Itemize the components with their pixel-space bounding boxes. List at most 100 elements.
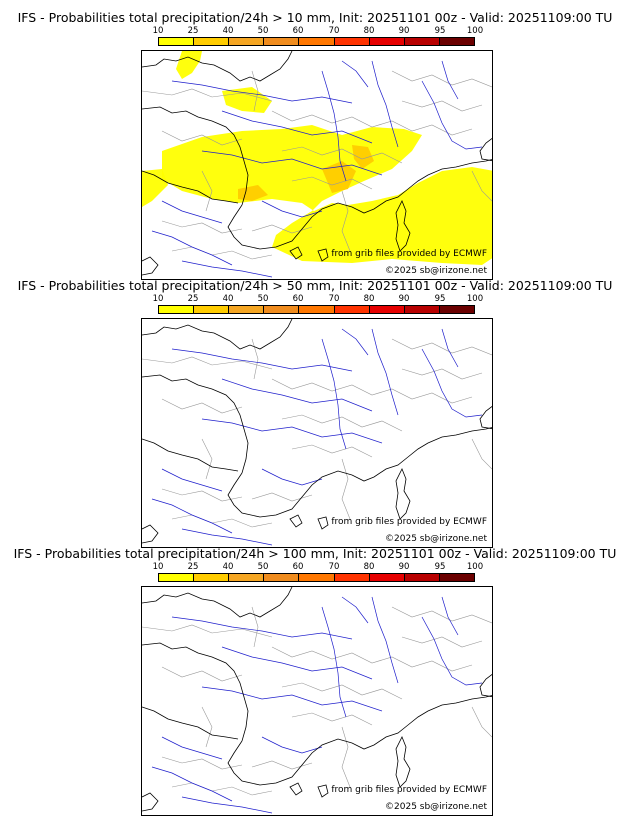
colorbar-segment — [194, 38, 230, 45]
admin-border — [391, 70, 492, 88]
copyright-credit: ©2025 sb@irizone.net — [385, 266, 487, 276]
map-panel-100mm: IFS - Probabilities total precipitation/… — [0, 546, 630, 816]
admin-border — [471, 706, 492, 738]
colorbar-segment — [439, 574, 474, 581]
coastline — [317, 248, 329, 262]
admin-border — [281, 682, 403, 700]
colorbar-tick-label: 100 — [466, 562, 484, 572]
river — [151, 230, 233, 266]
colorbar-tick-label: 100 — [466, 26, 484, 36]
river — [341, 60, 369, 88]
panel-title: IFS - Probabilities total precipitation/… — [13, 546, 617, 561]
precip-map — [142, 319, 492, 546]
river — [161, 736, 223, 760]
colorbar — [158, 37, 475, 46]
colorbar-tick-label: 40 — [222, 294, 234, 304]
colorbar-tick-label: 60 — [292, 26, 304, 36]
coastline — [142, 51, 293, 82]
coastline — [289, 514, 303, 528]
colorbar-segment — [299, 574, 335, 581]
admin-border — [391, 338, 492, 356]
river — [371, 328, 399, 416]
colorbar-segment — [264, 38, 300, 45]
admin-border — [341, 458, 351, 520]
admin-border — [251, 338, 259, 380]
river — [341, 328, 369, 356]
river — [221, 378, 373, 412]
coastline — [142, 438, 239, 472]
river — [421, 616, 483, 686]
river — [171, 616, 353, 640]
colorbar-segment — [159, 38, 195, 45]
admin-border — [251, 492, 313, 502]
coastline — [227, 159, 492, 250]
coastline — [227, 427, 492, 518]
river — [421, 80, 483, 150]
river — [441, 60, 459, 100]
river — [221, 110, 373, 144]
river — [261, 200, 323, 218]
admin-border — [341, 190, 351, 252]
colorbar-tick-label: 95 — [434, 294, 446, 304]
precip-probability-area — [322, 161, 356, 193]
colorbar-segment — [159, 574, 195, 581]
colorbar-segment — [194, 574, 230, 581]
admin-border — [142, 356, 273, 370]
river — [171, 348, 353, 372]
coastline — [142, 106, 249, 206]
precip-probability-area — [352, 145, 374, 169]
river — [261, 736, 323, 754]
precip-map — [142, 587, 492, 814]
colorbar-tick-label: 80 — [363, 294, 375, 304]
colorbar-tick-label: 90 — [398, 562, 410, 572]
admin-border — [271, 646, 473, 672]
river — [441, 596, 459, 636]
colorbar-tick-label: 10 — [152, 294, 164, 304]
admin-border — [161, 756, 243, 770]
admin-border — [471, 170, 492, 202]
river — [261, 468, 323, 486]
river — [181, 796, 273, 814]
admin-border — [161, 398, 243, 414]
admin-border — [291, 176, 373, 190]
colorbar-tick-label: 70 — [328, 294, 340, 304]
admin-border — [161, 666, 243, 682]
admin-border — [391, 606, 492, 624]
colorbar-segment — [404, 306, 440, 313]
river — [201, 150, 383, 176]
admin-border — [201, 438, 213, 480]
colorbar-segment — [404, 574, 440, 581]
colorbar-tick-label: 90 — [398, 26, 410, 36]
river — [161, 468, 223, 492]
colorbar-tick-label: 70 — [328, 562, 340, 572]
map-view: from grib files provided by ECMWF ©2025 … — [141, 586, 493, 816]
panel-title: IFS - Probabilities total precipitation/… — [17, 278, 613, 293]
colorbar-tick-label: 60 — [292, 562, 304, 572]
map-view: from grib files provided by ECMWF ©2025 … — [141, 50, 493, 280]
admin-border — [281, 146, 403, 164]
map-view: from grib files provided by ECMWF ©2025 … — [141, 318, 493, 548]
river — [221, 646, 373, 680]
coastline — [142, 319, 293, 350]
admin-border — [341, 726, 351, 788]
coastline — [289, 246, 303, 260]
precip-probability-area — [238, 185, 268, 201]
coastline — [317, 516, 329, 530]
colorbar-tick-label: 50 — [257, 562, 269, 572]
admin-border — [161, 488, 243, 502]
coastline — [227, 695, 492, 786]
coastline — [479, 674, 492, 698]
admin-border — [251, 70, 259, 112]
river — [201, 686, 383, 712]
admin-border — [271, 378, 473, 404]
precip-probability-area — [142, 169, 168, 207]
admin-border — [281, 414, 403, 432]
admin-border — [271, 110, 473, 136]
river — [151, 498, 233, 534]
admin-border — [251, 224, 313, 234]
colorbar-segment — [404, 38, 440, 45]
river — [371, 60, 399, 148]
colorbar-tick-label: 40 — [222, 562, 234, 572]
colorbar-tick-label: 80 — [363, 562, 375, 572]
copyright-credit: ©2025 sb@irizone.net — [385, 802, 487, 812]
